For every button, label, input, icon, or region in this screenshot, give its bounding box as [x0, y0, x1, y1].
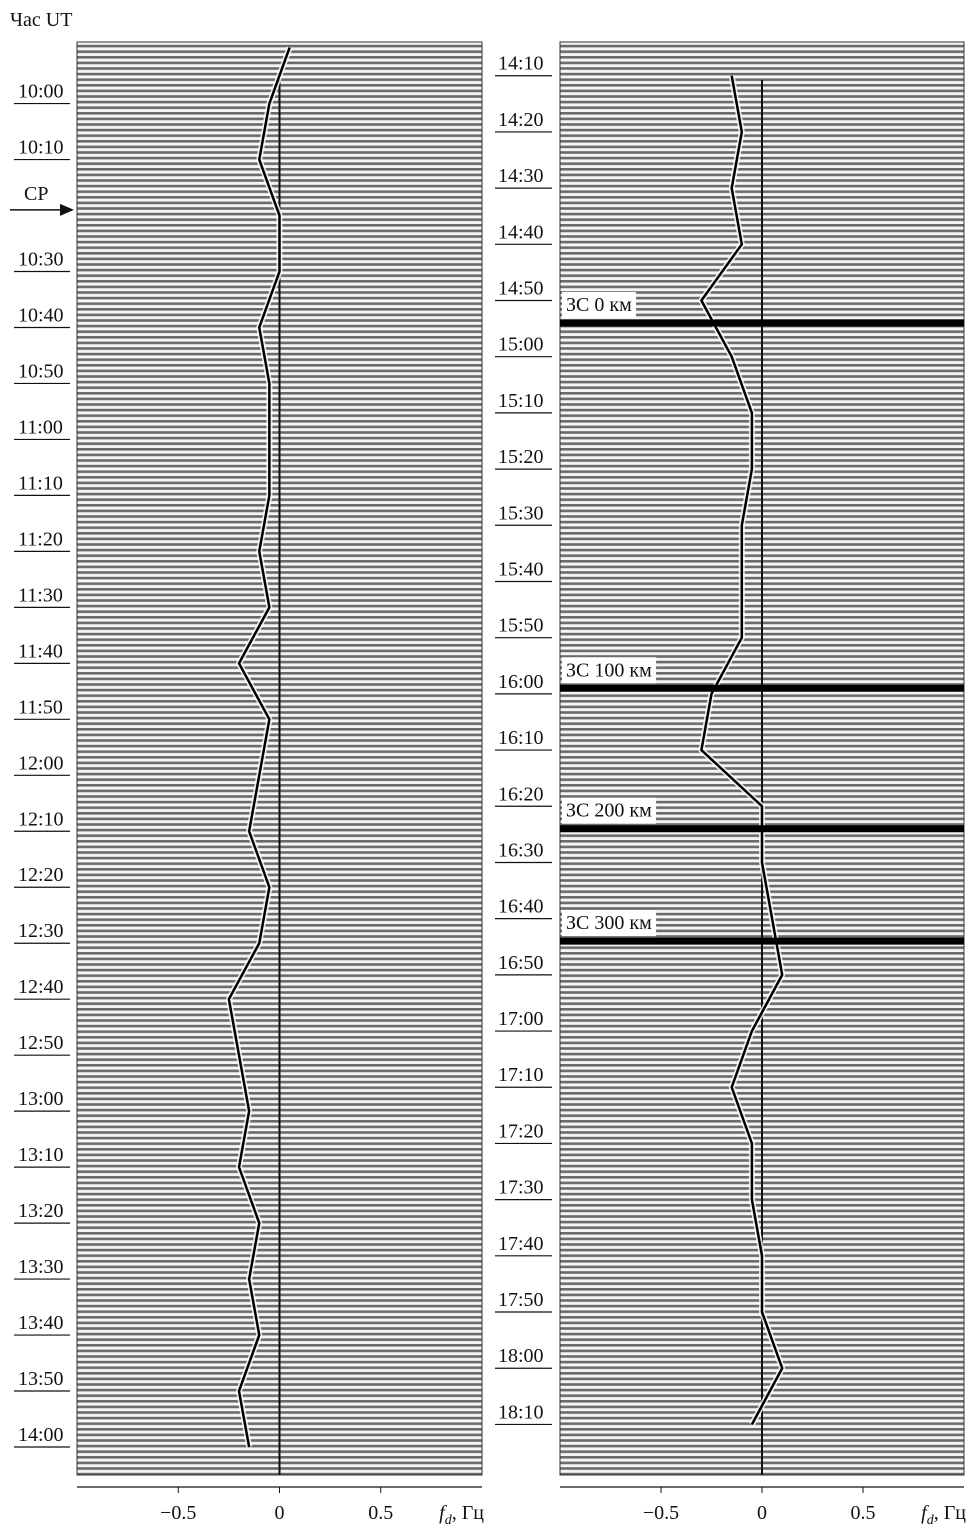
y-tick-label: 13:20	[18, 1200, 64, 1222]
y-tick-label: 14:50	[498, 278, 544, 300]
y-tick-label: 17:30	[498, 1177, 544, 1199]
y-axis-label: Час UT	[10, 9, 72, 31]
y-tick-label: 14:30	[498, 165, 544, 187]
y-tick-label: 12:20	[18, 864, 64, 886]
x-tick-label: 0	[275, 1502, 285, 1524]
y-tick-label: 18:10	[498, 1401, 544, 1423]
x-label-unit: , Гц	[934, 1502, 967, 1524]
event-label: ЗС 200 км	[566, 800, 652, 822]
y-tick-label: 10:30	[18, 249, 64, 271]
y-tick-label: 11:40	[18, 640, 63, 662]
y-tick-label: 13:30	[18, 1256, 64, 1278]
y-tick-label: 12:50	[18, 1032, 64, 1054]
y-tick-label: 11:00	[18, 416, 63, 438]
event-label: ЗС 0 км	[566, 294, 632, 316]
y-tick-label: 16:40	[498, 896, 544, 918]
event-label: ЗС 300 км	[566, 912, 652, 934]
y-tick-label: 15:40	[498, 558, 544, 580]
y-tick-label: 14:20	[498, 109, 544, 131]
x-label-subscript: d	[927, 1513, 935, 1527]
y-tick-label: 12:40	[18, 976, 64, 998]
event-label-bg	[562, 797, 657, 824]
y-tick-label: 15:00	[498, 334, 544, 356]
x-tick-label: 0.5	[851, 1502, 876, 1524]
x-axis-label: fd, Гц	[921, 1502, 966, 1527]
y-tick-label: 11:10	[18, 472, 63, 494]
y-tick-label: 17:00	[498, 1008, 544, 1030]
x-tick-label: −0.5	[643, 1502, 679, 1524]
event-label-bg	[562, 291, 637, 318]
x-label-subscript: d	[445, 1513, 453, 1527]
x-tick-label: 0.5	[368, 1502, 393, 1524]
y-tick-label: 17:10	[498, 1064, 544, 1086]
y-tick-label: 10:40	[18, 304, 64, 326]
y-tick-label: 16:00	[498, 671, 544, 693]
peak-trace	[700, 75, 784, 1426]
x-tick-label: −0.5	[160, 1502, 196, 1524]
y-tick-label: 13:40	[18, 1312, 64, 1334]
y-tick-label: 15:20	[498, 446, 544, 468]
y-tick-label: 12:00	[18, 752, 64, 774]
event-label: ЗС 100 км	[566, 659, 652, 681]
x-tick-label: 0	[757, 1502, 767, 1524]
y-tick-label: 15:10	[498, 390, 544, 412]
y-tick-label: 12:10	[18, 808, 64, 830]
arrow-head	[60, 203, 74, 216]
y-tick-label: 17:40	[498, 1233, 544, 1255]
y-tick-label: 18:00	[498, 1345, 544, 1367]
y-tick-label: 17:20	[498, 1120, 544, 1142]
y-tick-label: 13:10	[18, 1144, 64, 1166]
y-tick-label: 12:30	[18, 920, 64, 942]
y-tick-label: 13:00	[18, 1088, 64, 1110]
y-tick-label: 15:30	[498, 502, 544, 524]
x-label-symbol: f	[439, 1502, 447, 1524]
y-tick-label: 10:00	[18, 81, 64, 103]
event-label-bg	[562, 910, 657, 937]
y-tick-label: 17:50	[498, 1289, 544, 1311]
event-label-bg	[562, 657, 657, 684]
y-tick-label: 16:10	[498, 727, 544, 749]
y-tick-label: 16:30	[498, 839, 544, 861]
y-tick-label: 13:50	[18, 1368, 64, 1390]
y-tick-label: 10:50	[18, 360, 64, 382]
y-tick-label: 14:40	[498, 221, 544, 243]
y-tick-label: 11:30	[18, 584, 63, 606]
x-label-unit: , Гц	[452, 1502, 485, 1524]
y-tick-label: 15:50	[498, 615, 544, 637]
y-tick-label: 16:20	[498, 783, 544, 805]
x-axis-label: fd, Гц	[439, 1502, 484, 1527]
y-tick-label: 11:50	[18, 696, 63, 718]
y-tick-label: 10:10	[18, 137, 64, 159]
y-tick-label: 11:20	[18, 528, 63, 550]
peak-trace	[227, 47, 291, 1448]
y-tick-label: 14:00	[18, 1424, 64, 1446]
y-tick-label: 16:50	[498, 952, 544, 974]
x-label-symbol: f	[921, 1502, 929, 1524]
y-tick-label: 14:10	[498, 53, 544, 75]
arrow-annotation: СР	[24, 183, 48, 205]
